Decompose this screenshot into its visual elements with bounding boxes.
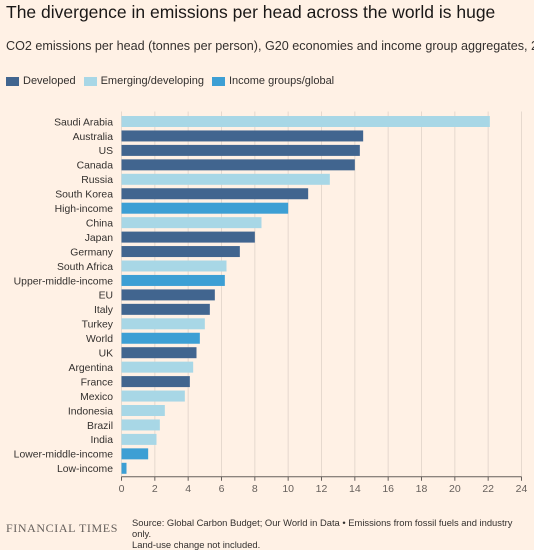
bar bbox=[121, 448, 149, 460]
bar bbox=[121, 462, 127, 474]
source-note: Source: Global Carbon Budget; Our World … bbox=[132, 517, 528, 550]
bar bbox=[121, 202, 289, 214]
bar bbox=[121, 159, 355, 171]
category-label: EU bbox=[99, 291, 113, 302]
chart-subtitle: CO2 emissions per head (tonnes per perso… bbox=[6, 39, 534, 53]
bar bbox=[121, 173, 330, 185]
source-line-2: Land-use change not included. bbox=[132, 539, 261, 550]
x-tick-label: 2 bbox=[152, 483, 158, 495]
bar bbox=[121, 188, 309, 200]
legend-label-developed: Developed bbox=[23, 75, 76, 87]
category-label: Upper-middle-income bbox=[14, 276, 114, 287]
category-label: Argentina bbox=[69, 363, 114, 374]
bar bbox=[121, 332, 200, 344]
legend-item-developed: Developed bbox=[6, 75, 76, 87]
bar bbox=[121, 303, 210, 315]
category-label: South Korea bbox=[55, 190, 113, 201]
bar bbox=[121, 419, 160, 431]
bar bbox=[121, 318, 205, 330]
x-tick-label: 18 bbox=[416, 483, 428, 495]
category-label: China bbox=[86, 218, 113, 229]
x-tick-label: 8 bbox=[252, 483, 258, 495]
category-label: US bbox=[99, 146, 114, 157]
x-tick-label: 20 bbox=[449, 483, 461, 495]
legend: Developed Emerging/developing Income gro… bbox=[6, 75, 342, 87]
legend-item-emerging: Emerging/developing bbox=[83, 75, 204, 87]
bar bbox=[121, 361, 194, 373]
chart-title: The divergence in emissions per head acr… bbox=[6, 2, 496, 22]
category-label: Australia bbox=[73, 132, 114, 143]
bar bbox=[121, 260, 227, 272]
footer: FINANCIAL TIMES Source: Global Carbon Bu… bbox=[6, 517, 528, 550]
x-tick-label: 12 bbox=[316, 483, 328, 495]
bar bbox=[121, 130, 364, 142]
bar bbox=[121, 217, 262, 229]
x-tick-label: 6 bbox=[219, 483, 225, 495]
category-label: Indonesia bbox=[68, 406, 113, 417]
bar bbox=[121, 246, 240, 258]
x-tick-label: 4 bbox=[185, 483, 191, 495]
category-label: Japan bbox=[85, 233, 114, 244]
bar bbox=[121, 274, 225, 286]
legend-label-income-groups: Income groups/global bbox=[228, 75, 335, 87]
category-label: High-income bbox=[55, 204, 114, 215]
legend-item-income-groups: Income groups/global bbox=[211, 75, 335, 87]
ft-logo: FINANCIAL TIMES bbox=[6, 521, 119, 535]
category-label: Saudi Arabia bbox=[54, 117, 113, 128]
category-label: World bbox=[86, 334, 113, 345]
bar bbox=[121, 376, 190, 388]
category-label: UK bbox=[99, 349, 114, 360]
bar bbox=[121, 144, 360, 156]
legend-label-emerging: Emerging/developing bbox=[100, 75, 204, 87]
bar bbox=[121, 289, 215, 301]
category-label: Italy bbox=[94, 305, 114, 316]
x-tick-label: 10 bbox=[282, 483, 294, 495]
bar bbox=[121, 231, 255, 243]
category-label: Low-income bbox=[57, 464, 113, 475]
category-label: South Africa bbox=[57, 262, 113, 273]
category-label: France bbox=[81, 377, 114, 388]
category-label: India bbox=[90, 435, 113, 446]
x-tick-label: 22 bbox=[482, 483, 494, 495]
x-tick-label: 16 bbox=[382, 483, 394, 495]
category-label: Canada bbox=[77, 161, 114, 172]
category-label: Russia bbox=[81, 175, 113, 186]
legend-swatch-developed bbox=[6, 76, 19, 86]
x-tick-label: 0 bbox=[119, 483, 125, 495]
bar bbox=[121, 405, 165, 416]
category-label: Turkey bbox=[82, 320, 114, 331]
category-label: Brazil bbox=[87, 421, 113, 432]
bar bbox=[121, 390, 185, 402]
legend-swatch-income-groups bbox=[211, 76, 225, 86]
x-tick-label: 24 bbox=[516, 483, 528, 495]
bar bbox=[121, 116, 490, 127]
category-label: Mexico bbox=[80, 392, 113, 403]
legend-swatch-emerging bbox=[83, 76, 97, 86]
source-line-1: Source: Global Carbon Budget; Our World … bbox=[132, 517, 513, 539]
category-label: Germany bbox=[70, 247, 114, 258]
x-tick-label: 14 bbox=[349, 483, 361, 495]
bar bbox=[121, 347, 197, 359]
bar bbox=[121, 433, 157, 445]
category-label: Lower-middle-income bbox=[14, 450, 114, 461]
